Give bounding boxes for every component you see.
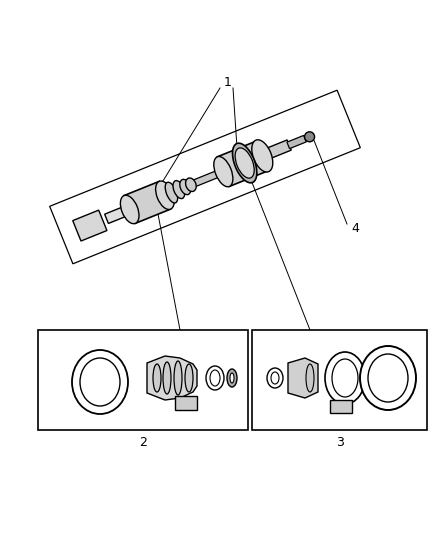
Text: 1: 1 xyxy=(224,76,232,88)
Ellipse shape xyxy=(332,359,358,397)
Ellipse shape xyxy=(306,364,314,392)
Polygon shape xyxy=(147,356,197,400)
Ellipse shape xyxy=(227,369,237,387)
Polygon shape xyxy=(217,141,268,187)
Ellipse shape xyxy=(368,354,408,402)
Ellipse shape xyxy=(252,140,273,172)
Ellipse shape xyxy=(163,362,171,394)
Ellipse shape xyxy=(210,370,220,386)
Ellipse shape xyxy=(304,132,314,142)
Polygon shape xyxy=(73,210,107,241)
Text: 4: 4 xyxy=(351,222,359,235)
Polygon shape xyxy=(124,181,170,223)
Text: 3: 3 xyxy=(336,435,344,448)
Polygon shape xyxy=(105,207,125,223)
Polygon shape xyxy=(49,90,360,264)
Text: 2: 2 xyxy=(139,435,147,448)
Bar xyxy=(330,400,352,413)
Ellipse shape xyxy=(173,181,185,199)
Ellipse shape xyxy=(235,148,254,178)
Polygon shape xyxy=(287,135,306,149)
Ellipse shape xyxy=(267,368,283,388)
Ellipse shape xyxy=(233,143,257,183)
Ellipse shape xyxy=(186,178,196,191)
Ellipse shape xyxy=(80,358,120,406)
Polygon shape xyxy=(288,358,318,398)
Ellipse shape xyxy=(185,364,193,392)
Bar xyxy=(175,396,197,410)
Ellipse shape xyxy=(153,364,161,392)
Ellipse shape xyxy=(325,352,365,404)
Ellipse shape xyxy=(174,361,182,395)
Bar xyxy=(38,330,248,430)
Ellipse shape xyxy=(165,182,178,203)
Ellipse shape xyxy=(120,195,139,224)
Ellipse shape xyxy=(206,366,224,390)
Polygon shape xyxy=(259,140,291,161)
Ellipse shape xyxy=(214,157,233,187)
Ellipse shape xyxy=(72,350,128,414)
Ellipse shape xyxy=(360,346,416,410)
Polygon shape xyxy=(193,167,228,187)
Ellipse shape xyxy=(180,179,191,195)
Ellipse shape xyxy=(155,181,174,209)
Bar xyxy=(252,330,427,430)
Ellipse shape xyxy=(230,373,234,383)
Ellipse shape xyxy=(271,372,279,384)
